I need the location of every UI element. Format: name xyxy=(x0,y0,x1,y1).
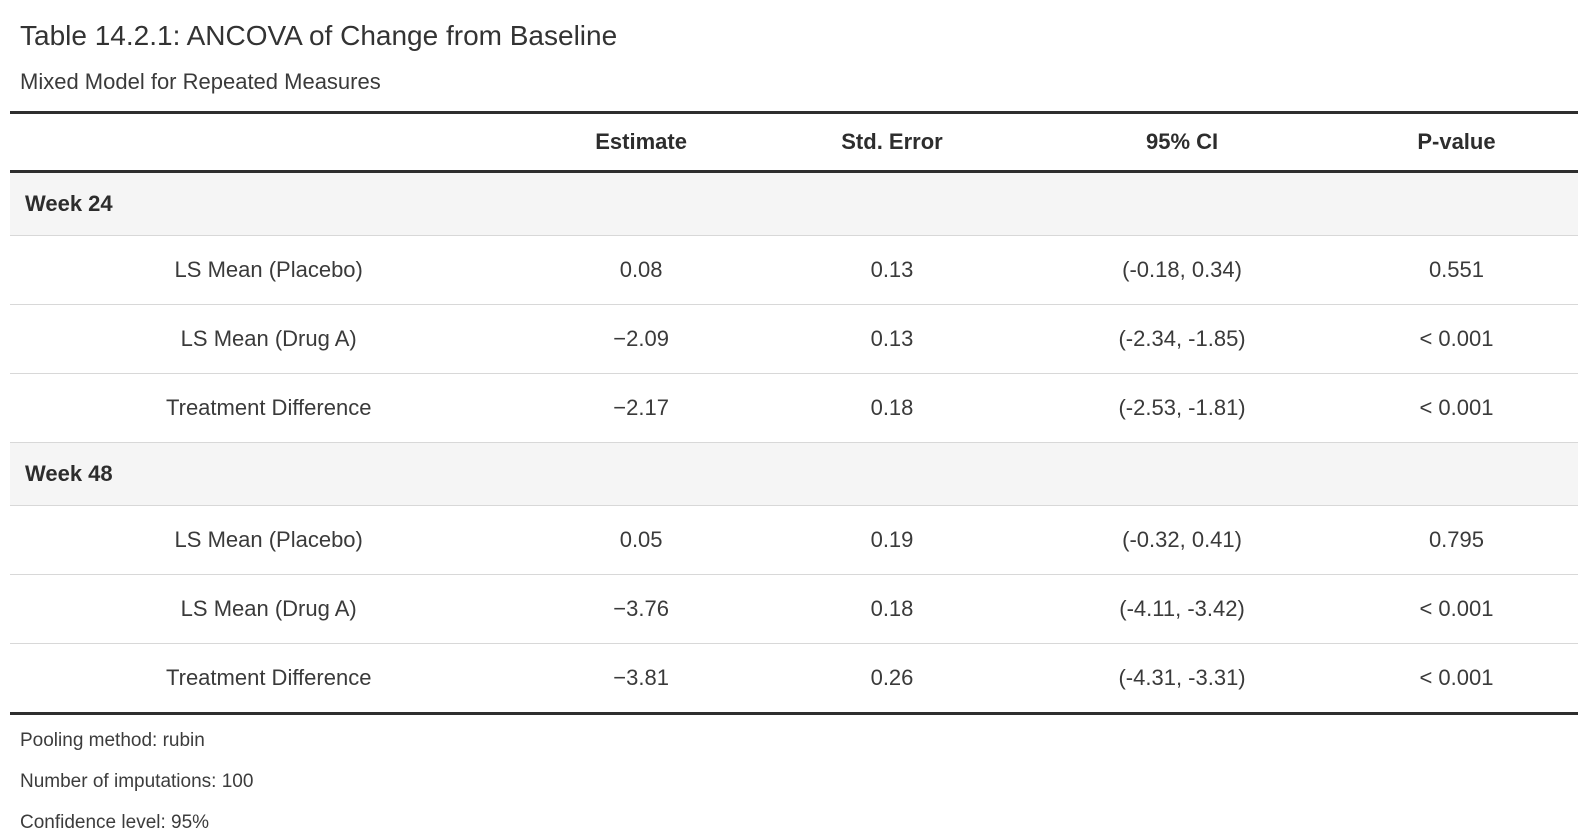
cell-ci: (-2.34, -1.85) xyxy=(1029,304,1335,374)
cell-p-value: < 0.001 xyxy=(1334,373,1578,443)
column-header-ci: 95% CI xyxy=(1029,112,1335,173)
cell-p-value: < 0.001 xyxy=(1334,304,1578,374)
table-footnotes: Pooling method: rubin Number of imputati… xyxy=(20,720,1578,838)
column-header-stub xyxy=(10,112,528,173)
table-row: LS Mean (Placebo) 0.05 0.19 (-0.32, 0.41… xyxy=(10,505,1578,575)
cell-estimate: −2.17 xyxy=(527,373,755,443)
cell-std-error: 0.18 xyxy=(754,574,1030,644)
table-subtitle: Mixed Model for Repeated Measures xyxy=(20,69,381,94)
cell-std-error: 0.13 xyxy=(754,235,1030,305)
column-header-p-value: P-value xyxy=(1334,112,1578,173)
cell-std-error: 0.18 xyxy=(754,373,1030,443)
table-row: Treatment Difference −2.17 0.18 (-2.53, … xyxy=(10,373,1578,443)
cell-ci: (-0.32, 0.41) xyxy=(1029,505,1335,575)
cell-ci: (-0.18, 0.34) xyxy=(1029,235,1335,305)
footnote-imputations: Number of imputations: 100 xyxy=(20,771,254,792)
group-row-week-48: Week 48 xyxy=(10,442,1578,506)
cell-p-value: 0.795 xyxy=(1334,505,1578,575)
cell-row-label: LS Mean (Placebo) xyxy=(10,235,528,305)
cell-std-error: 0.19 xyxy=(754,505,1030,575)
footnote-pooling-method: Pooling method: rubin xyxy=(20,730,205,751)
cell-ci: (-2.53, -1.81) xyxy=(1029,373,1335,443)
cell-p-value: < 0.001 xyxy=(1419,665,1494,690)
cell-ci: (-4.31, -3.31) xyxy=(1118,665,1246,690)
cell-row-label: Treatment Difference xyxy=(166,665,372,690)
column-header-estimate: Estimate xyxy=(527,112,755,173)
header-row: Estimate Std. Error 95% CI P-value xyxy=(10,112,1578,173)
table-title: Table 14.2.1: ANCOVA of Change from Base… xyxy=(20,20,618,51)
cell-ci: (-4.11, -3.42) xyxy=(1029,574,1335,644)
cell-row-label: LS Mean (Placebo) xyxy=(10,505,528,575)
footnote-confidence-level: Confidence level: 95% xyxy=(20,812,210,833)
cell-p-value: 0.551 xyxy=(1334,235,1578,305)
cell-row-label: LS Mean (Drug A) xyxy=(10,304,528,374)
table-row: Treatment Difference −3.81 0.26 (-4.31, … xyxy=(10,644,1578,714)
cell-estimate: −3.76 xyxy=(527,574,755,644)
table-row: LS Mean (Drug A) −3.76 0.18 (-4.11, -3.4… xyxy=(10,574,1578,644)
cell-row-label: Treatment Difference xyxy=(10,373,528,443)
group-label: Week 48 xyxy=(10,442,1578,506)
table-row: LS Mean (Placebo) 0.08 0.13 (-0.18, 0.34… xyxy=(10,235,1578,305)
group-label: Week 24 xyxy=(10,171,1578,236)
cell-estimate: −2.09 xyxy=(527,304,755,374)
group-row-week-24: Week 24 xyxy=(10,171,1578,236)
cell-std-error: 0.26 xyxy=(870,665,914,690)
cell-estimate: 0.05 xyxy=(527,505,755,575)
cell-row-label: LS Mean (Drug A) xyxy=(10,574,528,644)
table-row: LS Mean (Drug A) −2.09 0.13 (-2.34, -1.8… xyxy=(10,304,1578,374)
cell-std-error: 0.13 xyxy=(754,304,1030,374)
column-header-std-error: Std. Error xyxy=(754,112,1030,173)
cell-p-value: < 0.001 xyxy=(1334,574,1578,644)
cell-estimate: 0.08 xyxy=(527,235,755,305)
cell-estimate: −3.81 xyxy=(613,665,669,690)
ancova-results-table: Estimate Std. Error 95% CI P-value Week … xyxy=(10,111,1578,715)
